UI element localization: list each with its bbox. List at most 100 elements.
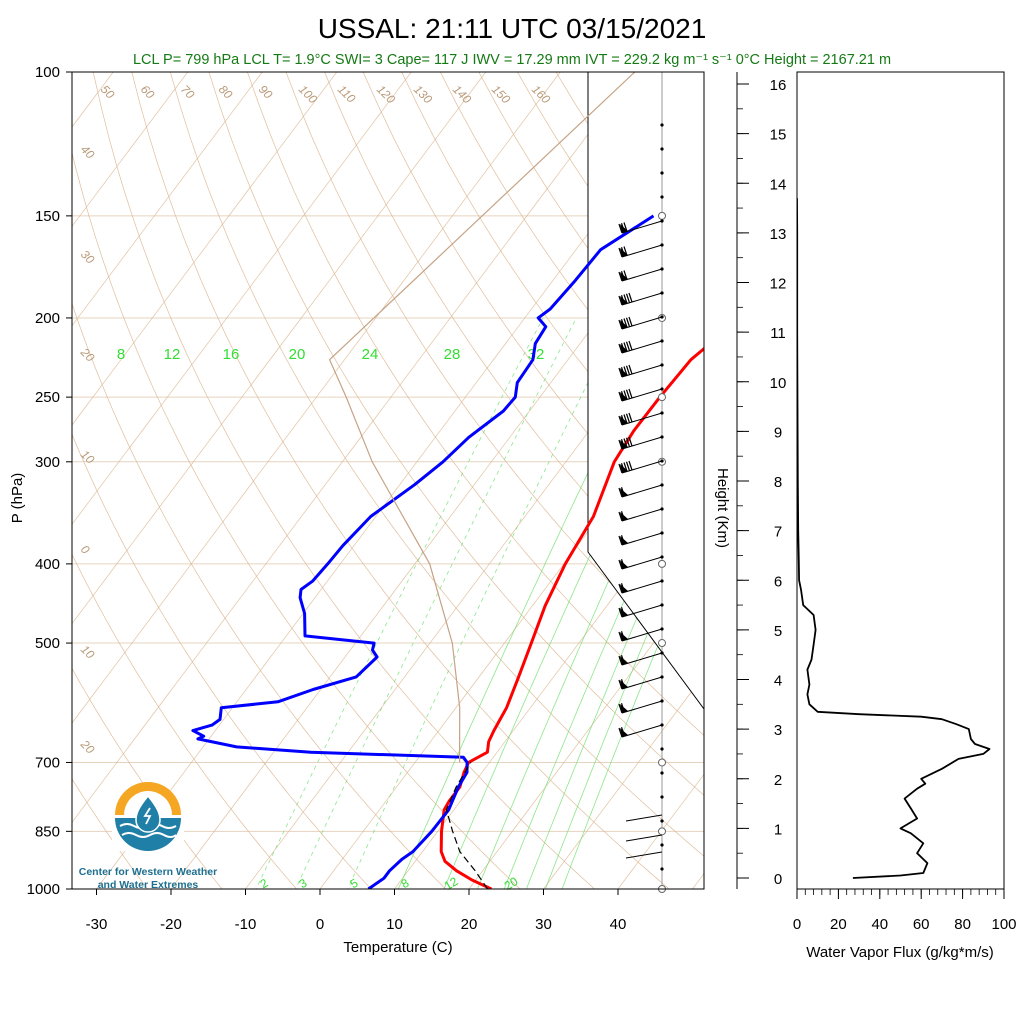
height-tick-label: 12 [770, 276, 787, 293]
chart-title: USSAL: 21:11 UTC 03/15/2021 [318, 13, 707, 44]
y-tick-label: 300 [35, 454, 60, 471]
isotherm-line [543, 674, 704, 889]
barb-level-marker [658, 559, 666, 568]
barb-pennant [620, 512, 628, 521]
wind-barb [621, 268, 663, 282]
barb-feather [618, 391, 623, 402]
barb-feather [618, 607, 623, 618]
barb-feather [618, 439, 623, 450]
wind-barb [621, 652, 663, 666]
wind-barb [621, 556, 663, 570]
barb-pennant [620, 224, 628, 233]
barb-pennant [620, 560, 628, 569]
height-tick-label: 8 [774, 474, 782, 491]
isotherm-line [767, 72, 1024, 889]
barb-dot [660, 195, 664, 199]
dry-adiabat-label: 10 [78, 642, 98, 662]
dry-adiabat-label: 60 [138, 82, 158, 102]
water-vapor-flux-profile [797, 198, 991, 879]
barb-pennant [620, 392, 628, 401]
barb-feather [618, 703, 623, 714]
barb-pennant [620, 368, 628, 377]
wind-barb [621, 292, 663, 306]
flux-frame [796, 71, 1005, 890]
wind-barb [625, 834, 663, 842]
wind-barb [621, 316, 663, 330]
dry-adiabat-line [72, 667, 223, 889]
barb-dot [660, 123, 664, 127]
barb-feather [628, 460, 633, 471]
barb-feather [625, 413, 631, 423]
height-tick-label: 6 [774, 573, 782, 590]
barb-level-marker [658, 211, 666, 220]
height-tick-label: 2 [774, 772, 782, 789]
dry-adiabat-label: 20 [77, 737, 97, 757]
barb-level-marker [658, 827, 666, 836]
wind-barb [621, 220, 663, 234]
barb-feather [628, 364, 633, 375]
mixing-ratio-bottom-label: 12 [442, 874, 461, 893]
barb-pennant [620, 728, 628, 737]
flux-x-tick-label: 0 [793, 916, 801, 933]
y-tick-label: 200 [35, 310, 60, 327]
barb-dot [660, 171, 664, 175]
mixing-ratio-label: 28 [444, 346, 461, 363]
height-tick-label: 3 [774, 722, 782, 739]
height-tick-label: 0 [774, 871, 782, 888]
dry-adiabat-label: 110 [335, 82, 359, 106]
wind-barb [621, 580, 663, 594]
barb-feather [628, 340, 633, 351]
barb-pennant [620, 656, 628, 665]
sounding-curves [191, 72, 704, 889]
barb-feather [625, 365, 631, 375]
barb-dot [660, 747, 664, 751]
y-tick-label: 100 [35, 64, 60, 81]
flux-x-tick-label: 80 [954, 916, 971, 933]
wind-barb [621, 340, 663, 354]
temperature-line [439, 346, 704, 889]
barb-feather [618, 631, 623, 642]
dry-adiabat-label: 50 [98, 82, 118, 102]
barb-feather [618, 655, 623, 666]
wind-barb [621, 700, 663, 714]
mixing-ratio-bottom-label: 20 [502, 874, 521, 893]
dry-adiabat-label: 140 [450, 82, 474, 106]
barb-level-marker [658, 393, 666, 402]
barb-feather [618, 343, 623, 354]
dry-adiabat-label: 130 [411, 82, 435, 106]
barb-dot [660, 147, 664, 151]
x-tick-label: -10 [235, 916, 257, 933]
barb-pennant [620, 488, 628, 497]
dry-adiabat-label: 10 [78, 447, 98, 467]
height-tick-label: 1 [774, 821, 782, 838]
barb-feather [618, 247, 623, 258]
isotherm-line [72, 72, 561, 724]
isotherm-line [72, 72, 412, 525]
mixing-ratio-label: 8 [117, 346, 125, 363]
barb-dot [660, 771, 664, 775]
isotherm-line [72, 72, 338, 426]
parcel-path-line [445, 762, 489, 889]
isotherm-line [72, 72, 636, 823]
barb-pennant [620, 632, 628, 641]
wind-barb [621, 724, 663, 738]
barb-feather [618, 583, 623, 594]
wind-barb [621, 460, 663, 474]
mixing-ratio-label: 16 [223, 346, 240, 363]
height-tick-label: 16 [770, 77, 787, 94]
wind-barb [621, 532, 663, 546]
y-tick-label: 150 [35, 208, 60, 225]
y-tick-label: 700 [35, 754, 60, 771]
dry-adiabat-label: 70 [178, 82, 198, 102]
barb-pennant [620, 608, 628, 617]
moist-adiabat-line [328, 72, 636, 763]
barb-dot [660, 819, 664, 823]
height-tick-label: 10 [770, 375, 787, 392]
mixing-ratio-label: 24 [362, 346, 379, 363]
mixing-ratio-line [397, 317, 663, 889]
dry-adiabat-label: 0 [78, 542, 93, 557]
wind-barb [621, 436, 663, 450]
height-tick-label: 13 [770, 226, 787, 243]
dry-adiabat-line [169, 72, 704, 857]
dry-adiabat-line [208, 72, 704, 796]
